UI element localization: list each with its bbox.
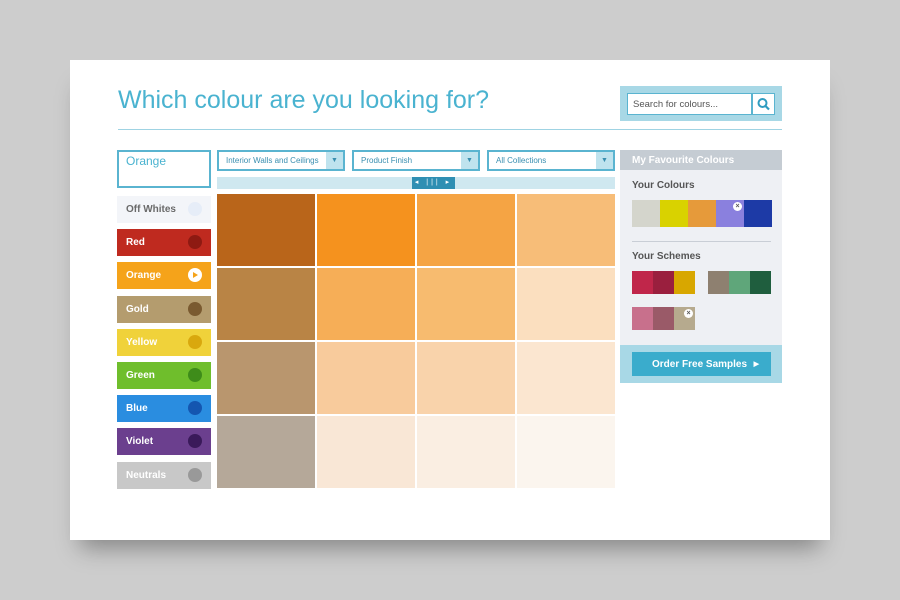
scheme-swatch	[653, 307, 674, 330]
category-item[interactable]: Off Whites	[117, 196, 211, 223]
scheme-swatch	[632, 271, 653, 294]
category-label: Orange	[126, 270, 162, 282]
scheme-swatch	[729, 271, 750, 294]
favourites-header: My Favourite Colours	[620, 150, 782, 170]
category-item[interactable]: Blue	[117, 395, 211, 423]
colour-swatch[interactable]	[417, 194, 515, 266]
category-item[interactable]: Green	[117, 362, 211, 389]
colour-swatch[interactable]	[217, 342, 315, 414]
colour-swatch[interactable]	[517, 194, 615, 266]
colour-swatch[interactable]	[317, 342, 415, 414]
category-dot	[188, 301, 202, 316]
remove-icon[interactable]: ×	[684, 309, 693, 318]
scheme[interactable]: ×	[632, 307, 695, 330]
colour-swatch[interactable]	[317, 268, 415, 340]
dropdown[interactable]: Interior Walls and Ceilings ▼	[217, 150, 345, 171]
dropdown-arrow: ▼	[461, 152, 478, 169]
category-dot	[188, 202, 202, 216]
search-input[interactable]: Search for colours...	[627, 93, 752, 115]
colour-swatch[interactable]	[517, 268, 615, 340]
category-dot	[188, 368, 202, 382]
category-item[interactable]: Gold	[117, 295, 211, 323]
your-schemes-label: Your Schemes	[632, 251, 701, 262]
category-label: Red	[126, 237, 145, 249]
category-item[interactable]: Violet	[117, 428, 211, 456]
category-item[interactable]: Red	[117, 229, 211, 257]
search-icon	[757, 98, 770, 111]
your-colours-label: Your Colours	[632, 180, 695, 191]
category-dot	[188, 434, 202, 449]
category-label: Neutrals	[126, 469, 167, 481]
favourite-swatch[interactable]	[660, 200, 688, 227]
category-dot	[188, 268, 202, 283]
colour-swatch[interactable]	[517, 342, 615, 414]
colour-swatch[interactable]	[417, 416, 515, 488]
scheme[interactable]	[632, 271, 695, 294]
search-button[interactable]	[752, 93, 775, 115]
scheme-swatch	[750, 271, 771, 294]
dropdown-arrow: ▼	[326, 152, 343, 169]
category-dot	[188, 334, 202, 349]
scheme-swatch	[632, 307, 653, 330]
colour-swatch[interactable]	[517, 416, 615, 488]
colour-swatch[interactable]	[217, 416, 315, 488]
play-icon	[193, 272, 198, 279]
arrow-icon: ▶	[753, 361, 759, 368]
remove-icon[interactable]: ×	[733, 202, 742, 211]
category-item[interactable]: Yellow	[117, 328, 211, 356]
dropdown-arrow: ▼	[596, 152, 613, 169]
colour-grid	[217, 194, 616, 488]
colour-swatch[interactable]	[217, 194, 315, 266]
category-label: Violet	[126, 436, 154, 448]
category-item[interactable]: Orange	[117, 262, 211, 290]
scheme[interactable]	[708, 271, 771, 294]
category-label: Blue	[126, 403, 148, 415]
category-dot	[188, 235, 202, 250]
divider	[118, 129, 782, 130]
favourite-swatch[interactable]: ×	[716, 200, 744, 227]
favourite-swatch[interactable]	[744, 200, 772, 227]
category-label: Green	[126, 370, 155, 381]
filter-input[interactable]: Orange	[117, 150, 211, 188]
colour-swatch[interactable]	[317, 194, 415, 266]
colour-swatch[interactable]	[217, 268, 315, 340]
separator	[632, 241, 771, 242]
search-box: Search for colours...	[620, 86, 782, 121]
page-title: Which colour are you looking for?	[118, 86, 490, 114]
category-dot	[188, 467, 202, 482]
favourites-panel: Your Colours Your Schemes × ×	[620, 170, 782, 345]
scheme-swatch	[653, 271, 674, 294]
scheme-swatch	[674, 271, 695, 294]
dropdown[interactable]: All Collections ▼	[487, 150, 615, 171]
category-label: Yellow	[126, 336, 158, 348]
colour-swatch[interactable]	[417, 268, 515, 340]
favourite-swatch[interactable]	[632, 200, 660, 227]
scroll-controls[interactable]: ◂ ||| ▸	[412, 177, 455, 189]
category-label: Off Whites	[126, 204, 176, 215]
scroll-bar: ◂ ||| ▸	[217, 177, 615, 189]
category-dot	[188, 401, 202, 416]
scheme-swatch	[708, 271, 729, 294]
category-label: Gold	[126, 303, 149, 315]
category-item[interactable]: Neutrals	[117, 461, 211, 489]
order-button[interactable]: Order Free Samples ▶	[632, 352, 771, 376]
colour-swatch[interactable]	[317, 416, 415, 488]
order-area: Order Free Samples ▶	[620, 345, 782, 383]
favourite-swatch[interactable]	[688, 200, 716, 227]
order-button-label: Order Free Samples	[652, 359, 748, 370]
dropdown[interactable]: Product Finish ▼	[352, 150, 480, 171]
colour-swatch[interactable]	[417, 342, 515, 414]
